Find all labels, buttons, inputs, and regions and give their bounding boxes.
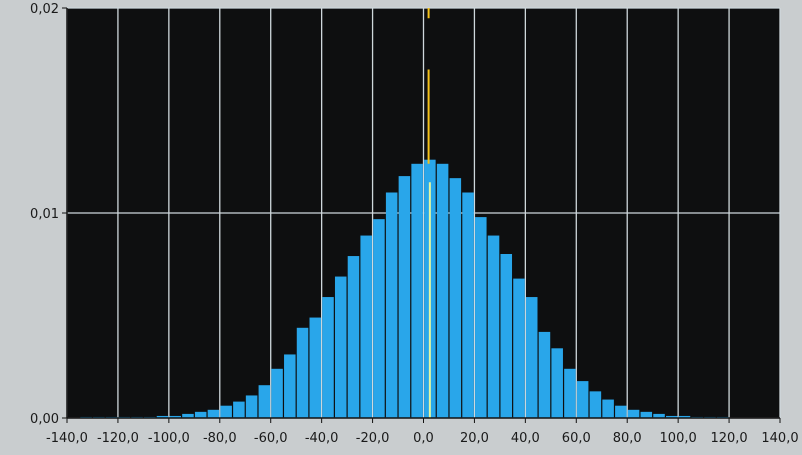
histogram-bar: [245, 395, 258, 418]
histogram-bar: [436, 163, 449, 418]
x-tick-label: 60,0: [562, 431, 591, 446]
histogram-bar: [360, 235, 372, 418]
histogram-bar: [576, 381, 589, 418]
histogram-bar: [538, 331, 551, 418]
histogram-bar: [449, 178, 462, 418]
x-tick-label: 100,0: [660, 431, 697, 446]
histogram-bar: [666, 415, 678, 418]
x-tick-label: 80,0: [613, 431, 642, 446]
histogram-bar: [182, 413, 194, 418]
marker-layer: [427, 8, 431, 418]
histogram-bar: [640, 411, 653, 418]
x-tick-label: 0,0: [413, 431, 434, 446]
histogram-bar: [233, 401, 245, 418]
histogram-bar: [615, 405, 627, 418]
histogram-bar: [513, 278, 525, 418]
histogram-bar: [589, 391, 602, 418]
histogram-bar: [564, 368, 576, 418]
histogram-bar: [398, 176, 411, 418]
histogram-bar: [678, 415, 691, 418]
histogram-bar: [627, 409, 640, 418]
x-tick-label: -40,0: [305, 431, 339, 446]
histogram-bar: [500, 254, 513, 418]
x-tick-label: 140,0: [761, 431, 798, 446]
histogram-bar: [551, 348, 563, 418]
x-tick-label: 40,0: [511, 431, 540, 446]
x-tick-label: -120,0: [97, 431, 139, 446]
histogram-bar: [462, 192, 474, 418]
x-tick-label: -80,0: [203, 431, 237, 446]
x-tick-label: -100,0: [148, 431, 190, 446]
y-tick-label: 0,00: [30, 412, 59, 427]
x-tick-label: -140,0: [46, 431, 88, 446]
histogram-bar: [347, 256, 360, 418]
histogram-bar: [169, 415, 181, 418]
histogram-bar: [334, 276, 347, 418]
histogram-bar: [385, 192, 398, 418]
histogram-bar: [271, 368, 283, 418]
histogram-bar: [284, 354, 296, 418]
y-tick-label: 0,02: [30, 2, 59, 17]
histogram-bar: [258, 385, 271, 418]
histogram-bar: [487, 235, 500, 418]
x-tick-label: 120,0: [710, 431, 747, 446]
axis-layer: -140,0 -120,0 -100,0 -80,0 -60,0 -40,0 -20,0 0,…: [30, 2, 799, 446]
x-tick-label: 20,0: [460, 431, 489, 446]
histogram-bar: [653, 413, 665, 418]
histogram-bar: [475, 217, 487, 418]
histogram-bar: [156, 415, 169, 418]
histogram-bar: [322, 297, 334, 418]
histogram-bar: [194, 411, 207, 418]
histogram-bar: [373, 219, 385, 418]
histogram-bar: [296, 327, 309, 418]
x-tick-label: -60,0: [254, 431, 288, 446]
histogram-bar: [220, 405, 232, 418]
x-tick-label: -20,0: [356, 431, 390, 446]
histogram-bar: [309, 317, 322, 418]
histogram-bar: [207, 409, 220, 418]
histogram-bar: [525, 297, 538, 418]
histogram-bar: [411, 163, 423, 418]
histogram-bar: [602, 399, 614, 418]
y-tick-label: 0,01: [30, 207, 59, 222]
